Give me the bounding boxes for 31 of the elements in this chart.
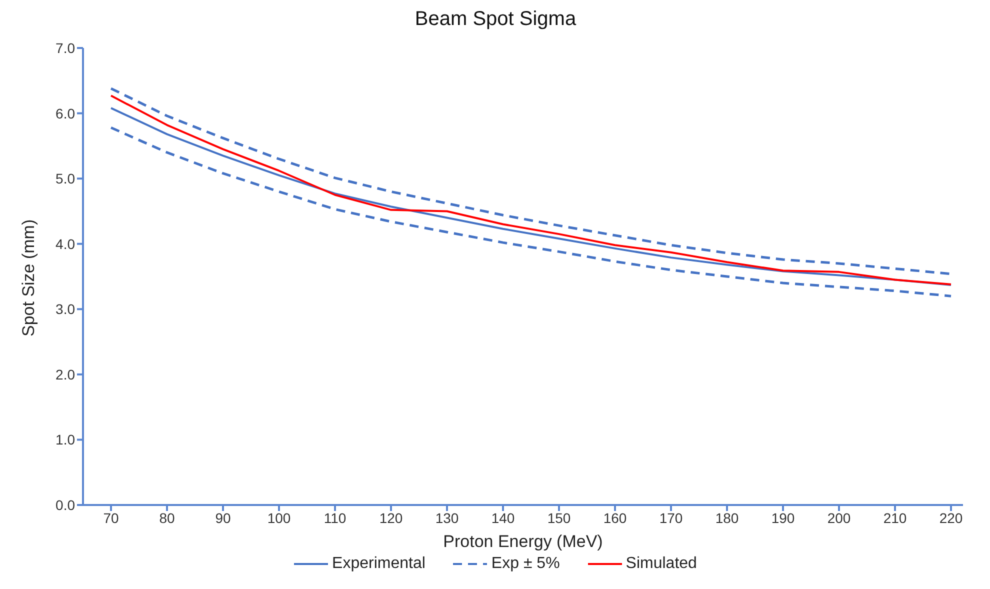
- y-tick-label: 4.0: [56, 236, 76, 252]
- y-tick-label: 7.0: [56, 40, 76, 56]
- x-tick-label: 90: [215, 510, 231, 526]
- x-tick-label: 100: [267, 510, 291, 526]
- y-tick-label: 3.0: [56, 301, 76, 318]
- x-axis-title: Proton Energy (MeV): [443, 532, 603, 551]
- legend-label: Exp ± 5%: [491, 555, 560, 573]
- legend-label: Experimental: [332, 555, 426, 573]
- x-tick-label: 70: [103, 510, 119, 526]
- y-tick-label: 2.0: [56, 366, 76, 382]
- x-tick-label: 220: [939, 510, 963, 526]
- y-axis-title: Spot Size (mm): [19, 219, 38, 336]
- x-tick-label: 140: [491, 510, 515, 526]
- x-tick-label: 150: [547, 510, 571, 526]
- legend-label: Simulated: [626, 555, 697, 573]
- y-tick-label: 1.0: [56, 432, 76, 448]
- x-tick-label: 180: [715, 510, 739, 526]
- line-series: [110, 126, 952, 298]
- x-tick-label: 190: [771, 510, 795, 526]
- x-tick-label: 200: [827, 510, 851, 526]
- x-tick-label: 120: [379, 510, 403, 526]
- x-tick-label: 80: [159, 510, 175, 526]
- y-tick-label: 0.0: [56, 496, 76, 513]
- x-tick-label: 160: [603, 510, 627, 526]
- y-tick-label: 6.0: [56, 105, 76, 122]
- x-tick-label: 210: [883, 510, 907, 526]
- x-tick-label: 110: [324, 510, 346, 526]
- x-tick-label: 130: [435, 510, 459, 526]
- y-tick-label: 5.0: [56, 170, 76, 187]
- x-tick-label: 170: [659, 510, 683, 526]
- chart-title: Beam Spot Sigma: [414, 8, 578, 32]
